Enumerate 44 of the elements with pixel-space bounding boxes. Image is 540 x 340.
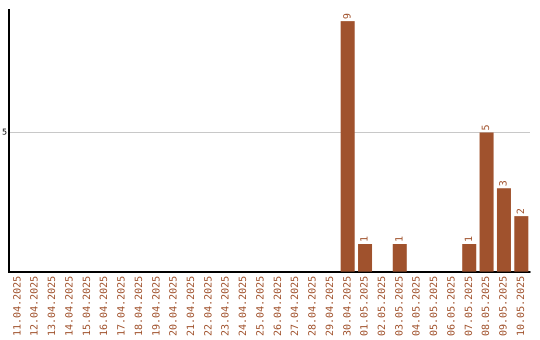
data-label: 5 — [481, 124, 492, 131]
x-tick-label: 03.05.2025 — [394, 276, 406, 336]
x-tick-label: 04.05.2025 — [412, 276, 423, 336]
x-tick-label: 20.04.2025 — [168, 276, 180, 336]
bar — [496, 188, 511, 272]
x-tick-label: 25.04.2025 — [255, 276, 266, 336]
x-tick-label: 13.04.2025 — [47, 276, 58, 336]
bar — [392, 244, 407, 272]
x-tick-label: 02.05.2025 — [377, 276, 388, 336]
data-label: 1 — [394, 236, 406, 242]
bar — [358, 244, 372, 272]
x-tick-label: 17.04.2025 — [116, 276, 128, 336]
x-tick-label: 14.04.2025 — [64, 276, 76, 336]
x-tick-label: 09.05.2025 — [498, 276, 510, 336]
data-label: 1 — [360, 236, 371, 242]
data-label: 1 — [464, 236, 475, 242]
x-tick-label: 11.04.2025 — [12, 276, 24, 336]
x-tick-label: 05.05.2025 — [429, 276, 440, 336]
x-tick-label: 06.05.2025 — [446, 276, 458, 336]
x-tick-label: 18.04.2025 — [134, 276, 145, 336]
x-tick-label: 16.04.2025 — [99, 276, 110, 336]
x-tick-label: 27.04.2025 — [290, 276, 302, 336]
x-tick-label: 26.04.2025 — [272, 276, 284, 336]
x-tick-label: 28.04.2025 — [308, 276, 319, 336]
x-tick-label: 12.04.2025 — [30, 276, 41, 336]
x-tick-label: 19.04.2025 — [151, 276, 162, 336]
x-tick-label: 29.04.2025 — [324, 276, 336, 336]
bar — [514, 216, 528, 272]
data-label: 3 — [498, 180, 510, 186]
x-tick-label: 22.04.2025 — [203, 276, 214, 336]
x-tick-label: 01.05.2025 — [360, 276, 371, 336]
x-tick-label: 15.04.2025 — [82, 276, 93, 336]
x-tick-label: 07.05.2025 — [464, 276, 475, 336]
bar — [480, 132, 494, 272]
data-label: 9 — [342, 13, 354, 20]
bar — [462, 244, 476, 272]
x-tick-label: 24.04.2025 — [238, 276, 250, 336]
x-tick-label: 08.05.2025 — [481, 276, 492, 336]
x-tick-label: 30.04.2025 — [342, 276, 354, 336]
x-tick-label: 23.04.2025 — [220, 276, 232, 336]
bar — [340, 21, 355, 272]
x-tick-label: 21.04.2025 — [186, 276, 197, 336]
data-label: 2 — [516, 208, 527, 214]
x-tick-label: 10.05.2025 — [516, 276, 527, 336]
